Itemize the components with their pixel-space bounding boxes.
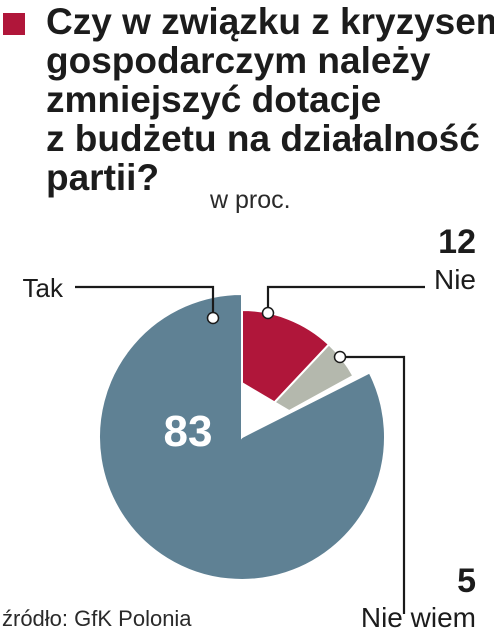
nie-wiem-leader (340, 355, 406, 614)
title-line: gospodarczym należy (46, 40, 431, 81)
category-label-nie: Nie (434, 264, 476, 295)
title-line: partii? (46, 157, 160, 198)
tak-dot (206, 311, 220, 325)
pie-center-gap (242, 382, 291, 437)
value-label-nie: 12 (438, 223, 476, 261)
value-label-tak: 83 (164, 407, 213, 456)
value-label-nie-wiem: 5 (457, 562, 476, 600)
title-line: Czy w związku z kryzysem (46, 1, 494, 42)
title-line: z budżetu na działalność (46, 118, 480, 159)
category-label-tak: Tak (23, 273, 64, 303)
category-label-nie-wiem: Nie wiem (361, 602, 476, 633)
nie-dot (261, 306, 275, 320)
source-note: źródło: GfK Polonia (2, 606, 192, 631)
chart-title: Czy w związku z kryzysem gospodarczym na… (46, 1, 494, 198)
unit-label: w proc. (210, 186, 291, 214)
nie-wiem-dot (333, 350, 347, 364)
tak-leader (75, 285, 215, 318)
nie-leader (266, 285, 425, 313)
pie-slice-tak (98, 292, 386, 581)
title-line: zmniejszyć dotacje (46, 79, 382, 120)
title-marker-square (3, 13, 25, 35)
